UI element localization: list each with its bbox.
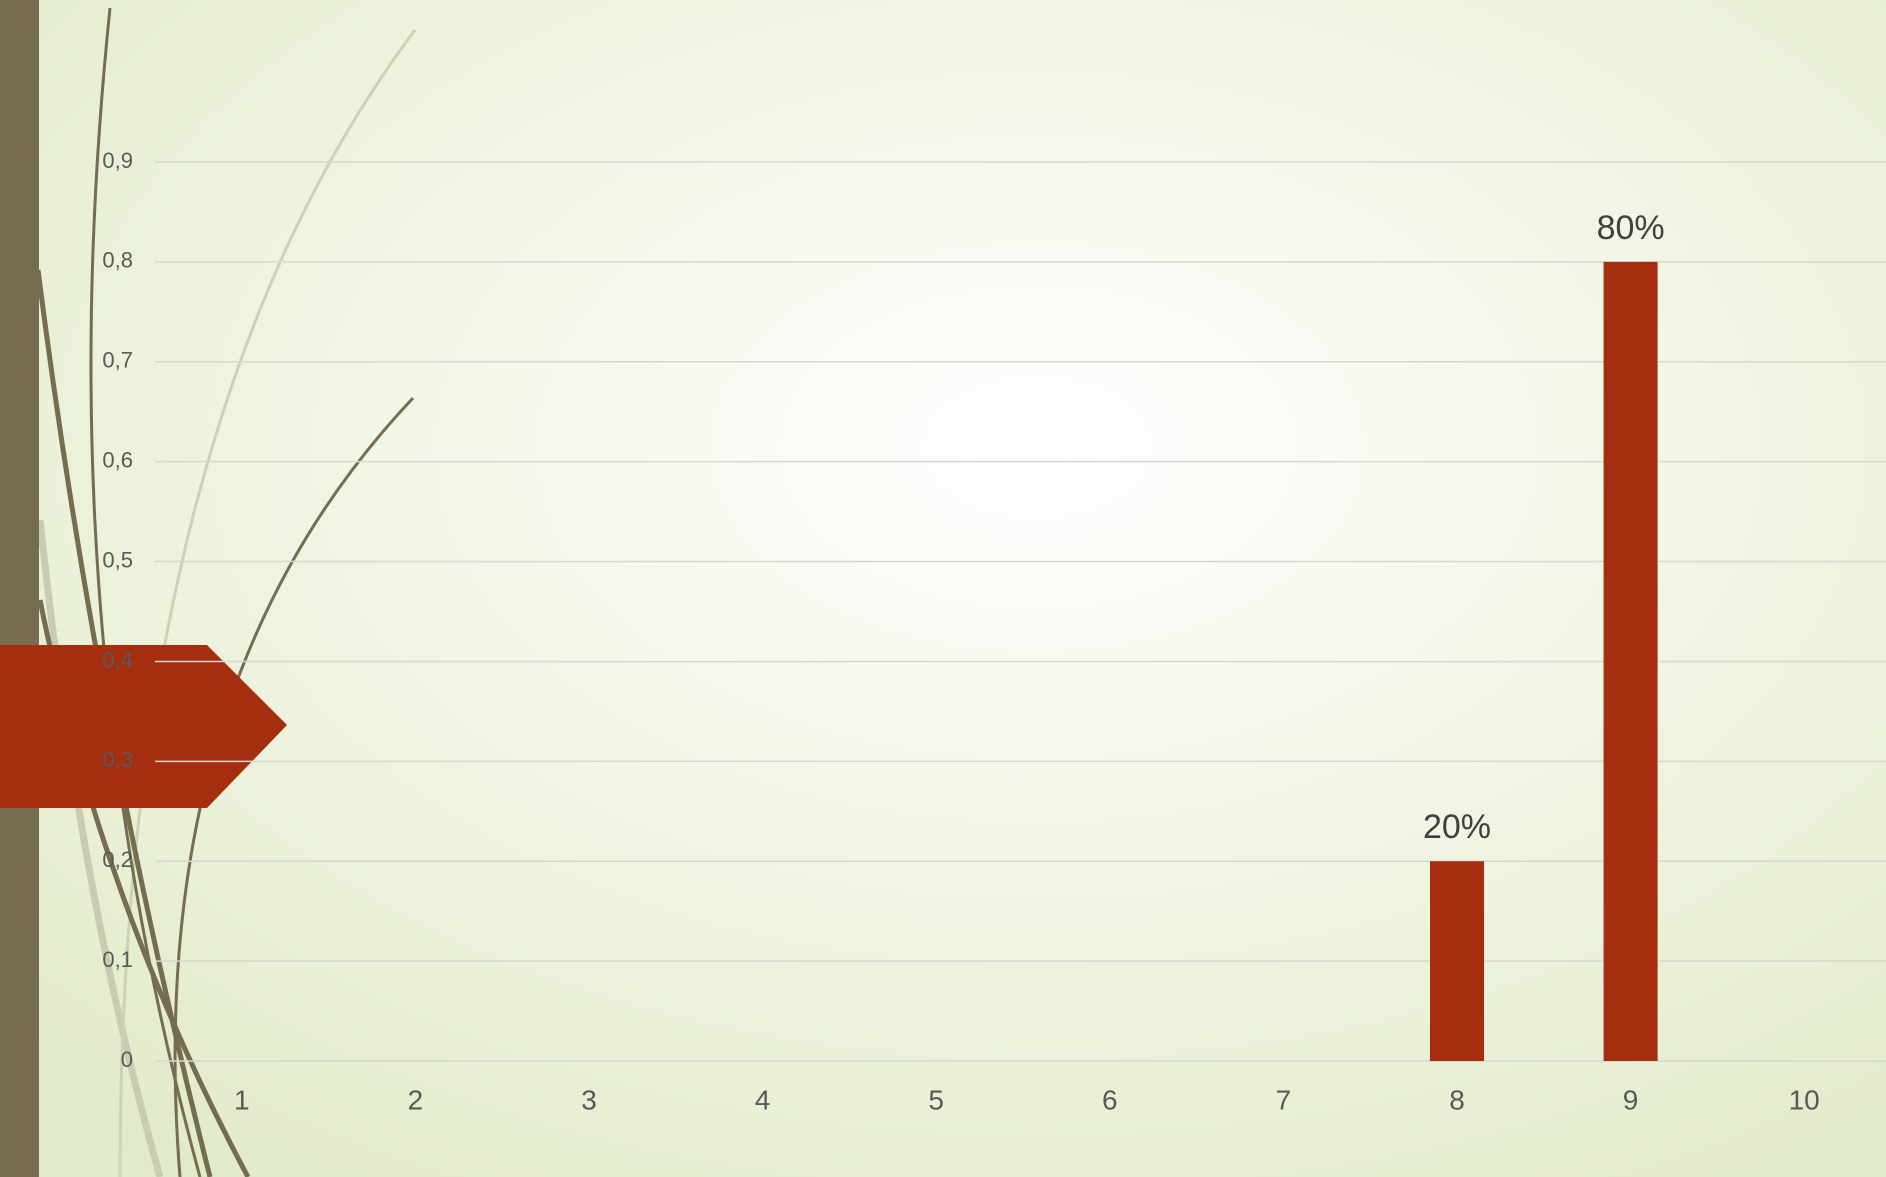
x-tick-label: 2 xyxy=(408,1084,424,1115)
value-label: 20% xyxy=(1423,808,1491,846)
y-tick-label: 0,6 xyxy=(102,447,133,472)
y-tick-label: 0,8 xyxy=(102,248,133,273)
y-tick-label: 0,2 xyxy=(102,847,133,872)
arrow-shape xyxy=(0,645,287,808)
x-tick-label: 6 xyxy=(1102,1084,1118,1115)
x-tick-label: 1 xyxy=(234,1084,250,1115)
x-tick-label: 4 xyxy=(755,1084,771,1115)
x-tick-label: 5 xyxy=(928,1084,944,1115)
x-tick-label: 7 xyxy=(1276,1084,1292,1115)
y-tick-label: 0,1 xyxy=(102,947,133,972)
bar xyxy=(1603,261,1658,1061)
y-tick-label: 0,4 xyxy=(102,647,133,672)
y-tick-label: 0 xyxy=(121,1047,133,1072)
x-tick-label: 9 xyxy=(1623,1084,1639,1115)
y-tick-label: 0,5 xyxy=(102,547,133,572)
side-band xyxy=(0,0,39,1177)
x-tick-label: 10 xyxy=(1789,1084,1820,1115)
x-tick-label: 8 xyxy=(1449,1084,1465,1115)
x-tick-label: 3 xyxy=(581,1084,597,1115)
y-tick-label: 0,3 xyxy=(102,747,133,772)
bar xyxy=(1430,861,1484,1061)
value-label: 80% xyxy=(1597,209,1665,247)
y-tick-label: 0,7 xyxy=(102,348,133,373)
y-tick-label: 0,9 xyxy=(102,148,133,173)
